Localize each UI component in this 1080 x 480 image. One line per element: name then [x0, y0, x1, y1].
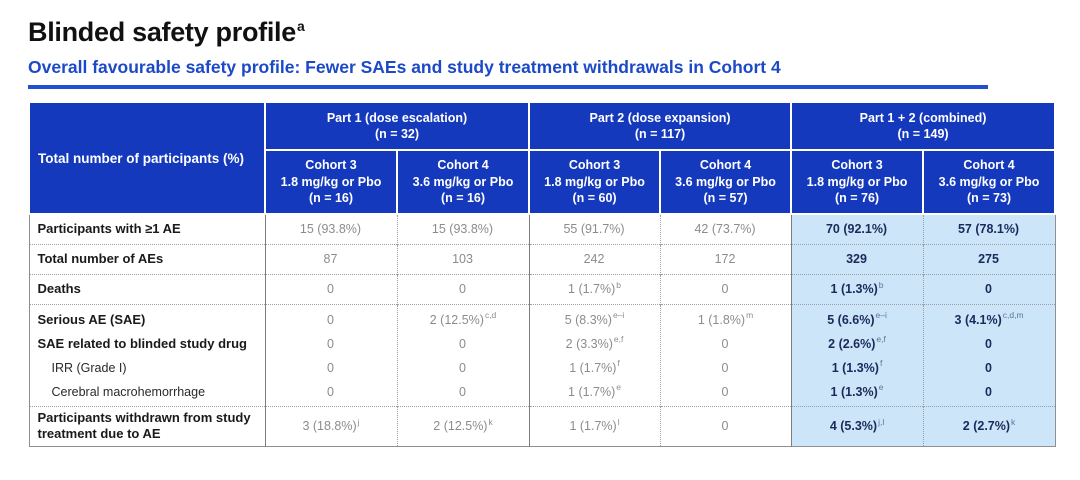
combined-n: (n = 149) — [897, 127, 949, 141]
table-cell: 70 (92.1%) — [790, 213, 924, 244]
page-subtitle: Overall favourable safety profile: Fewer… — [28, 57, 781, 77]
part2-label: Part 2 (dose expansion) — [589, 111, 731, 125]
page-title: Blinded safety profilea — [28, 16, 1080, 48]
cohort-header-row: Cohort 3 1.8 mg/kg or Pbo (n = 16) Cohor… — [29, 149, 1057, 215]
table-cell: 42 (73.7%) — [659, 213, 792, 244]
table-cell: 0 — [659, 405, 792, 446]
row-label: Participants with ≥1 AE — [29, 213, 265, 244]
row-label: Deaths — [29, 273, 265, 304]
cohort-n: (n = 73) — [966, 191, 1012, 206]
part-header-row: Total number of participants (%) Part 1 … — [28, 101, 1057, 215]
cohort-header-p1c3: Cohort 3 1.8 mg/kg or Pbo (n = 16) — [264, 149, 398, 215]
table-cell: 1 (1.7%)b — [528, 273, 661, 304]
row-header-cell: Total number of participants (%) — [28, 101, 266, 215]
table-header: Total number of participants (%) Part 1 … — [28, 101, 1057, 215]
cohort-dose: 3.6 mg/kg or Pbo — [938, 174, 1040, 189]
table-cell: 5 (6.6%)e–i 2 (2.6%)e,f 1 (1.3%)f 1 (1.3… — [790, 303, 924, 406]
table-cell: 2 (12.5%)k — [396, 405, 530, 446]
cohort-header-p2c4: Cohort 4 3.6 mg/kg or Pbo (n = 57) — [659, 149, 793, 215]
cohort-header-p2c3: Cohort 3 1.8 mg/kg or Pbo (n = 60) — [528, 149, 662, 215]
cohort-n: (n = 16) — [440, 191, 486, 206]
table-cell: 103 — [396, 243, 530, 274]
combined-header: Part 1 + 2 (combined) (n = 149) — [790, 101, 1057, 151]
table-row-ae: Participants with ≥1 AE 15 (93.8%) 15 (9… — [29, 213, 1056, 244]
table-cell: 2 (12.5%)c,d 0 0 0 — [396, 303, 530, 406]
table-cell: 3 (18.8%)j — [264, 405, 397, 446]
cerebral-label: Cerebral macrohemorrhage — [51, 384, 206, 399]
combined-label: Part 1 + 2 (combined) — [859, 111, 987, 125]
table-cell: 4 (5.3%)j,l — [790, 405, 924, 446]
table-cell: 87 — [264, 243, 397, 274]
part2-header: Part 2 (dose expansion) (n = 117) — [528, 101, 793, 151]
sae-label: Serious AE (SAE) — [37, 311, 146, 327]
table-cell: 172 — [659, 243, 792, 274]
table-cell: 5 (8.3%)e–i 2 (3.3%)e,f 1 (1.7%)f 1 (1.7… — [528, 303, 661, 406]
cohort-n: (n = 60) — [572, 191, 617, 206]
table-cell: 275 — [922, 243, 1056, 274]
part1-n: (n = 32) — [374, 127, 420, 141]
table-row-total-aes: Total number of AEs 87 103 242 172 329 2… — [29, 243, 1056, 274]
safety-table: Total number of participants (%) Part 1 … — [28, 101, 1057, 447]
table-cell: 0 — [659, 273, 792, 304]
cohort-dose: 1.8 mg/kg or Pbo — [806, 174, 908, 189]
cohort-dose: 1.8 mg/kg or Pbo — [544, 174, 645, 189]
part2-n: (n = 117) — [634, 127, 686, 141]
irr-label: IRR (Grade I) — [51, 360, 127, 375]
table-cell: 0 — [922, 273, 1056, 304]
cohort-n: (n = 16) — [308, 191, 354, 206]
table-cell: 329 — [790, 243, 924, 274]
table-cell: 1 (1.3%)b — [790, 273, 924, 304]
cohort-header-combc4: Cohort 4 3.6 mg/kg or Pbo (n = 73) — [922, 149, 1057, 215]
table-cell: 0 — [264, 273, 397, 304]
cohort-dose: 1.8 mg/kg or Pbo — [280, 174, 382, 189]
cohort-name: Cohort 3 — [831, 158, 883, 173]
cohort-name: Cohort 4 — [699, 158, 752, 173]
table-cell: 2 (2.7%)k — [922, 405, 1056, 446]
table-cell: 1 (1.7%)l — [528, 405, 661, 446]
table-body: Participants with ≥1 AE 15 (93.8%) 15 (9… — [29, 213, 1056, 446]
cohort-dose: 3.6 mg/kg or Pbo — [412, 174, 514, 189]
cohort-n: (n = 76) — [834, 191, 880, 206]
cohort-name: Cohort 4 — [437, 158, 489, 173]
page-title-text: Blinded safety profile — [28, 17, 296, 47]
table-row-sae-block: Serious AE (SAE) SAE related to blinded … — [29, 303, 1056, 406]
part1-label: Part 1 (dose escalation) — [326, 111, 468, 125]
divider-rule — [28, 85, 988, 89]
cohort-name: Cohort 4 — [963, 158, 1015, 173]
table-cell: 57 (78.1%) — [922, 213, 1056, 244]
row-label: Total number of AEs — [29, 243, 265, 274]
cohort-dose: 3.6 mg/kg or Pbo — [675, 174, 776, 189]
cohort-name: Cohort 3 — [568, 158, 621, 173]
cohort-name: Cohort 3 — [305, 158, 357, 173]
title-footnote-marker: a — [296, 18, 305, 34]
sae-related-label: SAE related to blinded study drug — [37, 335, 247, 351]
table-cell: 15 (93.8%) — [396, 213, 530, 244]
table-cell: 242 — [528, 243, 661, 274]
cohort-header-p1c4: Cohort 4 3.6 mg/kg or Pbo (n = 16) — [395, 149, 531, 215]
row-label-group: Serious AE (SAE) SAE related to blinded … — [29, 303, 265, 406]
table-cell: 3 (4.1%)c,d,m 0 0 0 — [922, 303, 1056, 406]
table-cell: 15 (93.8%) — [264, 213, 397, 244]
table-cell: 1 (1.8%)m 0 0 0 — [659, 303, 792, 406]
table-cell: 0 0 0 0 — [264, 303, 397, 406]
cohort-n: (n = 57) — [703, 191, 748, 206]
cohort-header-combc3: Cohort 3 1.8 mg/kg or Pbo (n = 76) — [790, 149, 925, 215]
part1-header: Part 1 (dose escalation) (n = 32) — [263, 101, 531, 151]
table-row-withdrawn: Participants withdrawn from study treatm… — [29, 405, 1056, 446]
table-row-deaths: Deaths 0 0 1 (1.7%)b 0 1 (1.3%)b 0 — [29, 273, 1056, 304]
table-cell: 0 — [396, 273, 530, 304]
table-cell: 55 (91.7%) — [528, 213, 661, 244]
row-label: Participants withdrawn from study treatm… — [29, 405, 265, 446]
